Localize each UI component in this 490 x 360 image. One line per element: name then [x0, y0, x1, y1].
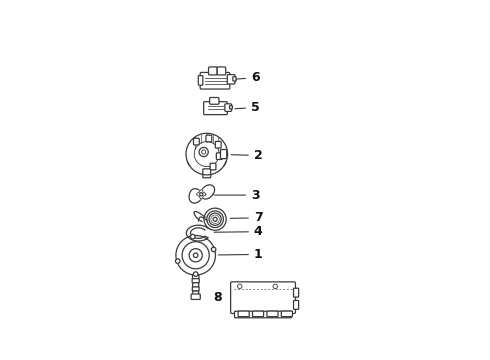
FancyBboxPatch shape — [215, 141, 221, 148]
FancyBboxPatch shape — [194, 138, 199, 145]
Polygon shape — [196, 190, 206, 199]
FancyBboxPatch shape — [294, 288, 298, 297]
FancyBboxPatch shape — [227, 75, 235, 84]
Circle shape — [194, 272, 198, 276]
FancyBboxPatch shape — [192, 287, 199, 291]
Polygon shape — [189, 185, 215, 203]
Text: 4: 4 — [214, 225, 263, 238]
Circle shape — [175, 259, 180, 264]
FancyBboxPatch shape — [217, 67, 226, 75]
Text: 7: 7 — [230, 211, 263, 224]
Polygon shape — [186, 225, 208, 241]
FancyBboxPatch shape — [206, 135, 212, 142]
FancyBboxPatch shape — [230, 106, 232, 109]
Circle shape — [199, 193, 203, 196]
FancyBboxPatch shape — [193, 291, 198, 296]
Circle shape — [211, 247, 216, 252]
Text: 3: 3 — [215, 189, 260, 202]
FancyBboxPatch shape — [210, 163, 216, 170]
Circle shape — [238, 284, 242, 289]
FancyBboxPatch shape — [204, 102, 227, 114]
FancyBboxPatch shape — [192, 279, 199, 283]
Circle shape — [199, 148, 208, 157]
Circle shape — [191, 234, 195, 239]
Circle shape — [211, 215, 219, 223]
FancyBboxPatch shape — [198, 76, 203, 85]
Circle shape — [176, 235, 216, 275]
FancyBboxPatch shape — [193, 274, 199, 279]
FancyBboxPatch shape — [203, 169, 211, 178]
Circle shape — [201, 150, 206, 154]
FancyBboxPatch shape — [193, 283, 198, 287]
Text: 1: 1 — [219, 248, 263, 261]
Circle shape — [182, 242, 209, 269]
FancyBboxPatch shape — [294, 301, 298, 309]
FancyBboxPatch shape — [235, 311, 292, 318]
Circle shape — [189, 249, 202, 262]
FancyBboxPatch shape — [281, 311, 293, 317]
FancyBboxPatch shape — [209, 67, 217, 75]
Text: 8: 8 — [214, 291, 222, 304]
Circle shape — [195, 141, 219, 167]
FancyBboxPatch shape — [252, 311, 264, 317]
FancyBboxPatch shape — [191, 294, 200, 300]
Text: 5: 5 — [235, 101, 260, 114]
FancyBboxPatch shape — [220, 149, 227, 159]
FancyBboxPatch shape — [238, 311, 249, 317]
Circle shape — [194, 253, 198, 257]
FancyBboxPatch shape — [233, 77, 236, 81]
Circle shape — [213, 217, 217, 221]
FancyBboxPatch shape — [200, 72, 230, 89]
Circle shape — [273, 284, 277, 289]
FancyBboxPatch shape — [231, 282, 295, 314]
FancyBboxPatch shape — [225, 104, 232, 111]
Circle shape — [186, 133, 227, 175]
Bar — [186, 166, 227, 175]
Text: 6: 6 — [236, 71, 260, 84]
FancyBboxPatch shape — [210, 98, 219, 104]
FancyBboxPatch shape — [217, 153, 222, 159]
Text: 2: 2 — [231, 149, 263, 162]
FancyBboxPatch shape — [267, 311, 278, 317]
